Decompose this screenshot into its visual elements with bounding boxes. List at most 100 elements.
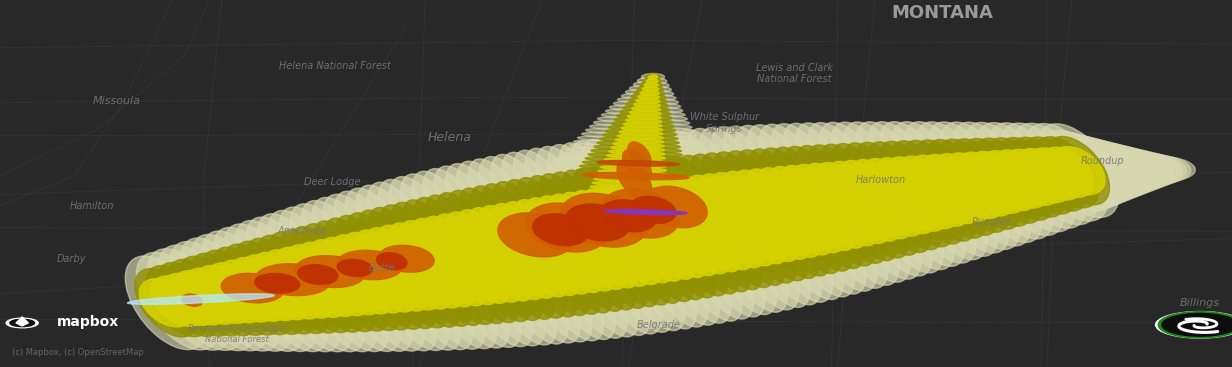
Ellipse shape <box>975 138 1042 223</box>
Text: MONTANA: MONTANA <box>892 4 993 22</box>
Ellipse shape <box>816 163 878 246</box>
Ellipse shape <box>1023 137 1087 211</box>
Ellipse shape <box>609 126 675 132</box>
Ellipse shape <box>747 125 855 297</box>
Ellipse shape <box>548 194 616 291</box>
Ellipse shape <box>784 123 888 288</box>
Ellipse shape <box>992 150 1048 208</box>
Ellipse shape <box>191 253 257 335</box>
Ellipse shape <box>617 97 679 105</box>
Ellipse shape <box>620 130 663 135</box>
Ellipse shape <box>583 172 689 180</box>
Ellipse shape <box>652 131 765 317</box>
Ellipse shape <box>1071 138 1140 201</box>
Ellipse shape <box>257 235 329 334</box>
Ellipse shape <box>643 159 728 296</box>
Ellipse shape <box>180 238 267 351</box>
Ellipse shape <box>1000 123 1087 228</box>
Ellipse shape <box>875 158 935 234</box>
Ellipse shape <box>634 90 665 96</box>
Ellipse shape <box>168 288 214 325</box>
Ellipse shape <box>235 241 306 334</box>
Ellipse shape <box>642 87 659 91</box>
Text: Darby: Darby <box>57 254 86 264</box>
Text: Ryegate: Ryegate <box>972 217 1011 227</box>
Ellipse shape <box>457 161 569 344</box>
Ellipse shape <box>631 161 717 298</box>
Ellipse shape <box>346 213 425 329</box>
Ellipse shape <box>434 166 545 346</box>
Ellipse shape <box>565 204 630 241</box>
Ellipse shape <box>803 163 867 248</box>
Ellipse shape <box>191 235 280 351</box>
Ellipse shape <box>940 122 1031 246</box>
Ellipse shape <box>795 123 899 285</box>
Ellipse shape <box>127 294 275 304</box>
Ellipse shape <box>1025 124 1108 221</box>
Ellipse shape <box>785 171 841 210</box>
Ellipse shape <box>620 110 671 116</box>
Ellipse shape <box>1042 130 1114 211</box>
Ellipse shape <box>643 186 707 228</box>
Ellipse shape <box>593 182 668 188</box>
Ellipse shape <box>915 140 987 238</box>
Ellipse shape <box>423 216 488 306</box>
Ellipse shape <box>222 273 283 303</box>
Ellipse shape <box>366 228 429 311</box>
Ellipse shape <box>844 143 920 255</box>
Ellipse shape <box>952 122 1042 243</box>
Ellipse shape <box>1037 124 1119 218</box>
Ellipse shape <box>411 171 521 348</box>
Ellipse shape <box>313 221 389 331</box>
Ellipse shape <box>828 164 885 203</box>
Ellipse shape <box>139 279 193 327</box>
Ellipse shape <box>588 190 669 196</box>
Ellipse shape <box>559 192 627 290</box>
Ellipse shape <box>298 265 338 284</box>
Ellipse shape <box>574 140 703 150</box>
Ellipse shape <box>583 161 686 169</box>
Ellipse shape <box>1095 145 1161 194</box>
Ellipse shape <box>667 157 752 292</box>
Text: Butte: Butte <box>368 263 395 273</box>
Ellipse shape <box>290 204 389 352</box>
Ellipse shape <box>590 124 695 134</box>
Ellipse shape <box>643 78 662 84</box>
Ellipse shape <box>981 151 1037 211</box>
Ellipse shape <box>150 276 205 326</box>
Ellipse shape <box>309 240 370 316</box>
Ellipse shape <box>547 145 662 334</box>
Ellipse shape <box>538 174 625 311</box>
Text: Helena National Forest: Helena National Forest <box>280 61 391 71</box>
Ellipse shape <box>490 155 604 341</box>
Ellipse shape <box>968 152 1026 213</box>
Ellipse shape <box>585 157 685 165</box>
Ellipse shape <box>514 200 580 295</box>
Ellipse shape <box>468 159 580 343</box>
Ellipse shape <box>202 250 270 335</box>
Ellipse shape <box>582 132 699 142</box>
Ellipse shape <box>278 207 377 352</box>
Ellipse shape <box>855 142 931 252</box>
Ellipse shape <box>471 186 554 319</box>
Ellipse shape <box>379 245 434 272</box>
Ellipse shape <box>1105 148 1169 190</box>
Ellipse shape <box>628 142 650 166</box>
Ellipse shape <box>213 247 281 335</box>
Text: Harlowton: Harlowton <box>856 175 906 185</box>
Ellipse shape <box>126 256 207 350</box>
Ellipse shape <box>642 73 664 81</box>
Ellipse shape <box>202 231 292 351</box>
Ellipse shape <box>559 143 674 332</box>
Ellipse shape <box>796 146 876 266</box>
Ellipse shape <box>267 210 365 352</box>
Ellipse shape <box>583 139 697 329</box>
Ellipse shape <box>690 154 774 287</box>
Ellipse shape <box>532 214 589 246</box>
Ellipse shape <box>605 186 674 283</box>
Ellipse shape <box>145 265 209 337</box>
Ellipse shape <box>641 181 708 277</box>
Ellipse shape <box>501 202 569 297</box>
Ellipse shape <box>664 178 731 274</box>
Ellipse shape <box>296 256 365 287</box>
